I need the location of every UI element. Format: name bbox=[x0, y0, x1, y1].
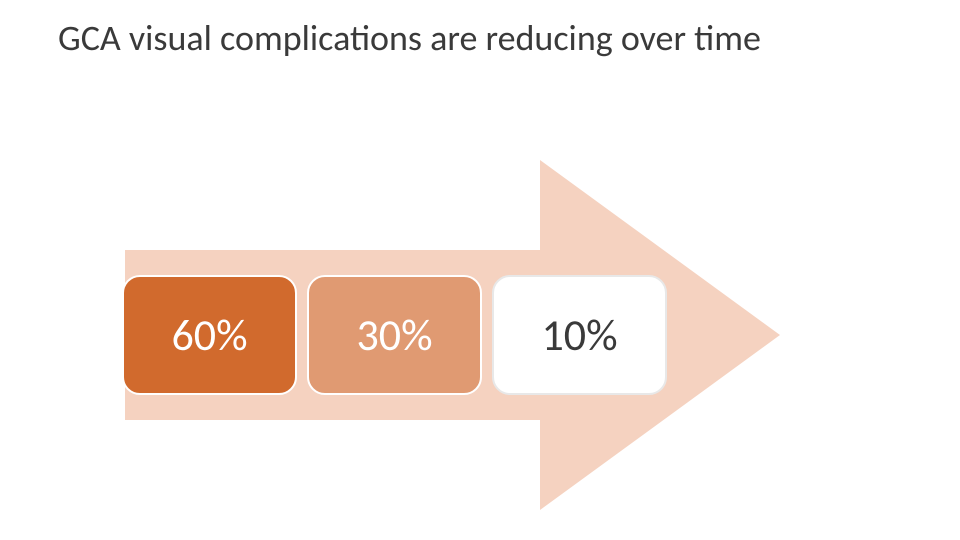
percentage-box-0: 60% bbox=[122, 275, 297, 395]
percentage-box-1: 30% bbox=[307, 275, 482, 395]
page-title: GCA visual complications are reducing ov… bbox=[58, 18, 778, 59]
percentage-label: 60% bbox=[171, 308, 247, 362]
percentage-label: 10% bbox=[541, 308, 617, 362]
reduction-diagram: 60% 30% 10% bbox=[100, 150, 800, 520]
percentage-label: 30% bbox=[356, 308, 432, 362]
percentage-boxes: 60% 30% 10% bbox=[122, 275, 667, 395]
percentage-box-2: 10% bbox=[492, 275, 667, 395]
